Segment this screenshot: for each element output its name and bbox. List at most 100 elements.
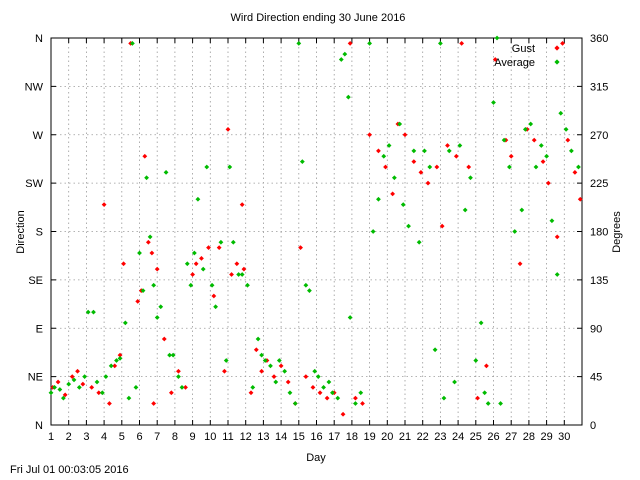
data-point <box>411 159 417 165</box>
x-tick-label: 27 <box>505 431 517 443</box>
x-tick-label: 11 <box>222 431 233 443</box>
data-point <box>195 196 201 202</box>
data-point <box>512 229 518 234</box>
data-point <box>482 390 488 396</box>
y-tick-label: E <box>36 323 43 335</box>
x-tick-label: 19 <box>363 431 375 443</box>
data-point <box>367 40 372 46</box>
data-point <box>453 153 459 159</box>
data-point <box>576 164 581 170</box>
data-point <box>468 175 473 181</box>
data-point <box>353 401 358 406</box>
data-point <box>176 368 181 374</box>
data-point <box>315 374 321 380</box>
data-point <box>80 381 86 387</box>
data-point <box>225 126 231 132</box>
series-gust <box>50 40 583 417</box>
data-point <box>223 358 229 363</box>
data-point <box>326 379 332 385</box>
data-point <box>321 384 326 390</box>
data-point <box>563 126 569 132</box>
data-point <box>565 137 571 143</box>
x-tick-label: 26 <box>487 431 499 443</box>
data-point <box>285 379 291 385</box>
axes: 1 2 3 4 5 6 7 8 9 10 11 12 13 14 15 16 17 18 19 20 21 22 23 24 2… <box>25 33 609 443</box>
x-tick-label: 15 <box>293 431 305 443</box>
data-point <box>544 153 549 159</box>
data-point <box>103 374 109 380</box>
data-point <box>427 164 433 170</box>
x-tick-label: 17 <box>328 431 340 443</box>
data-point <box>376 196 381 202</box>
data-point <box>303 282 309 288</box>
data-point <box>342 51 348 57</box>
y2-tick-label: 45 <box>590 372 602 384</box>
data-point <box>206 245 211 251</box>
data-point <box>533 164 539 170</box>
x-tick-label: 28 <box>523 431 535 443</box>
y2-tick-label: 180 <box>590 227 608 239</box>
data-point <box>441 395 447 401</box>
data-point <box>204 164 210 170</box>
data-point <box>101 202 107 208</box>
data-point <box>446 148 452 154</box>
data-point <box>491 100 496 105</box>
data-point <box>324 395 330 401</box>
data-point <box>273 379 279 385</box>
data-point <box>89 384 95 390</box>
legend-label: Average <box>494 57 535 69</box>
data-point <box>82 374 88 380</box>
x-tick-label: 8 <box>172 431 178 443</box>
data-point <box>184 261 190 267</box>
x-tick-label: 5 <box>119 431 125 443</box>
data-point <box>439 223 445 229</box>
data-point <box>239 202 245 208</box>
data-point <box>234 261 240 267</box>
data-point <box>330 390 335 396</box>
data-point <box>48 390 54 396</box>
data-point <box>528 121 534 127</box>
legend: Gust Average <box>494 43 560 69</box>
data-point <box>383 164 388 170</box>
data-point <box>259 368 265 374</box>
data-point <box>338 57 344 62</box>
data-point <box>554 272 560 277</box>
x-tick-label: 10 <box>204 431 216 443</box>
y-tick-label: SW <box>25 178 43 190</box>
x-tick-label: 7 <box>154 431 160 443</box>
data-point <box>161 336 167 342</box>
data-point <box>434 164 440 170</box>
data-point <box>52 384 57 390</box>
data-point <box>353 395 358 401</box>
data-point <box>473 358 479 363</box>
data-point <box>135 298 141 304</box>
data-point <box>170 352 176 358</box>
data-point <box>167 352 172 358</box>
y-tick-label: SE <box>28 275 43 287</box>
data-point <box>508 153 514 159</box>
data-point <box>191 250 197 256</box>
data-point <box>200 266 206 272</box>
data-point <box>411 148 417 154</box>
x-tick-label: 23 <box>434 431 446 443</box>
data-point <box>310 384 316 390</box>
y2-tick-label: 270 <box>590 130 608 142</box>
data-point <box>259 352 265 358</box>
grid <box>51 38 582 425</box>
data-point <box>168 390 174 396</box>
data-point <box>531 137 537 143</box>
y-tick-label: N <box>35 33 43 45</box>
data-point <box>425 180 431 186</box>
data-point <box>96 390 102 396</box>
data-point <box>390 191 396 197</box>
data-point <box>69 374 75 380</box>
x-tick-label: 25 <box>470 431 482 443</box>
data-point <box>317 390 323 396</box>
data-point <box>140 288 146 294</box>
x-tick-label: 9 <box>190 431 196 443</box>
data-point <box>213 304 219 310</box>
data-point <box>158 304 164 310</box>
data-point <box>99 390 105 396</box>
timestamp-footer: Fri Jul 01 00:03:05 2016 <box>10 464 129 476</box>
x-tick-label: 6 <box>136 431 142 443</box>
